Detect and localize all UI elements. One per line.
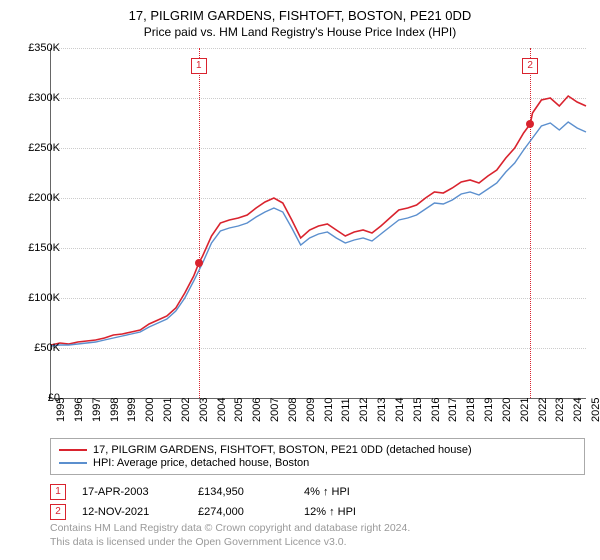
x-axis-label: 2016 [430, 398, 442, 422]
x-axis-label: 2010 [323, 398, 335, 422]
x-axis-label: 2019 [483, 398, 495, 422]
x-axis-label: 2017 [447, 398, 459, 422]
legend-swatch [59, 462, 87, 464]
copyright-line-1: Contains HM Land Registry data © Crown c… [50, 522, 410, 536]
x-axis-label: 1998 [109, 398, 121, 422]
x-axis-label: 2012 [358, 398, 370, 422]
x-axis-label: 2014 [394, 398, 406, 422]
series-hpi [51, 122, 586, 346]
x-axis-label: 2020 [501, 398, 513, 422]
x-axis-label: 2008 [287, 398, 299, 422]
x-axis-label: 2022 [537, 398, 549, 422]
legend-row: 17, PILGRIM GARDENS, FISHTOFT, BOSTON, P… [59, 444, 576, 456]
marker-label: 1 [191, 58, 207, 74]
y-axis-label: £300K [5, 92, 60, 104]
x-axis-label: 2007 [269, 398, 281, 422]
x-axis-label: 2025 [590, 398, 600, 422]
series-price_paid [51, 96, 586, 345]
plot-area: 12 1995199619971998199920002001200220032… [50, 48, 586, 399]
copyright-text: Contains HM Land Registry data © Crown c… [50, 522, 410, 549]
x-axis-label: 2009 [305, 398, 317, 422]
legend-label: 17, PILGRIM GARDENS, FISHTOFT, BOSTON, P… [93, 444, 472, 456]
data-point-date: 17-APR-2003 [82, 486, 182, 498]
x-axis-label: 2015 [412, 398, 424, 422]
y-axis-label: £100K [5, 292, 60, 304]
data-point-table: 1 17-APR-2003 £134,950 4% ↑ HPI 2 12-NOV-2021… [50, 480, 585, 524]
legend: 17, PILGRIM GARDENS, FISHTOFT, BOSTON, P… [50, 438, 585, 475]
x-axis-label: 2000 [144, 398, 156, 422]
y-axis-label: £250K [5, 142, 60, 154]
x-axis-label: 2023 [554, 398, 566, 422]
copyright-line-2: This data is licensed under the Open Gov… [50, 536, 410, 550]
y-axis-label: £350K [5, 42, 60, 54]
data-point-num: 1 [50, 484, 66, 500]
data-point-price: £274,000 [198, 506, 288, 518]
x-axis-label: 2024 [572, 398, 584, 422]
y-axis-label: £150K [5, 242, 60, 254]
data-point-row: 2 12-NOV-2021 £274,000 12% ↑ HPI [50, 504, 585, 520]
line-plot [51, 48, 586, 398]
x-axis-label: 2021 [519, 398, 531, 422]
data-point-num: 2 [50, 504, 66, 520]
x-axis-label: 2001 [162, 398, 174, 422]
data-point-date: 12-NOV-2021 [82, 506, 182, 518]
y-axis-label: £50K [5, 342, 60, 354]
legend-row: HPI: Average price, detached house, Bost… [59, 457, 576, 469]
legend-swatch [59, 449, 87, 451]
y-axis-label: £200K [5, 192, 60, 204]
marker-dot [526, 120, 534, 128]
y-axis-label: £0 [5, 392, 60, 404]
x-axis-label: 2005 [233, 398, 245, 422]
marker-dot [195, 259, 203, 267]
chart-container: 17, PILGRIM GARDENS, FISHTOFT, BOSTON, P… [0, 0, 600, 560]
x-axis-label: 2018 [465, 398, 477, 422]
x-axis-label: 2013 [376, 398, 388, 422]
chart-title: 17, PILGRIM GARDENS, FISHTOFT, BOSTON, P… [0, 0, 600, 25]
legend-label: HPI: Average price, detached house, Bost… [93, 457, 309, 469]
data-point-pct: 4% ↑ HPI [304, 486, 350, 498]
data-point-pct: 12% ↑ HPI [304, 506, 356, 518]
x-axis-label: 2002 [180, 398, 192, 422]
x-axis-label: 2011 [340, 398, 352, 422]
marker-label: 2 [522, 58, 538, 74]
chart-subtitle: Price paid vs. HM Land Registry's House … [0, 25, 600, 45]
x-axis-label: 2004 [216, 398, 228, 422]
data-point-price: £134,950 [198, 486, 288, 498]
x-axis-label: 2003 [198, 398, 210, 422]
x-axis-label: 1997 [91, 398, 103, 422]
x-axis-label: 2006 [251, 398, 263, 422]
x-axis-label: 1996 [73, 398, 85, 422]
x-axis-label: 1999 [126, 398, 138, 422]
data-point-row: 1 17-APR-2003 £134,950 4% ↑ HPI [50, 484, 585, 500]
